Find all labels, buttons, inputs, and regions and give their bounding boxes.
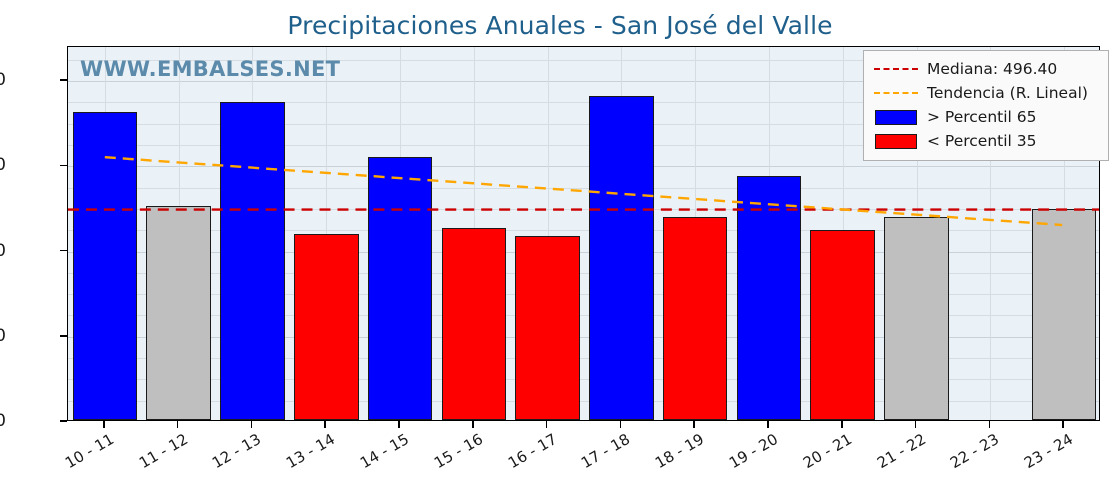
- x-tick-label-23-24: 23 - 24: [1021, 430, 1077, 473]
- legend-item[interactable]: Tendencia (R. Lineal): [873, 81, 1099, 105]
- bar-23-24[interactable]: [1031, 208, 1097, 420]
- x-tick-label-10-11: 10 - 11: [61, 430, 117, 473]
- legend-label: Mediana: 496.40: [927, 60, 1058, 78]
- x-tick-mark: [545, 421, 548, 428]
- x-tick-mark: [1062, 421, 1064, 428]
- gridline-horizontal: [68, 400, 1099, 402]
- x-tick-label-16-17: 16 - 17: [504, 430, 560, 473]
- y-tick-label: 200: [0, 325, 6, 346]
- x-tick-mark: [324, 421, 327, 428]
- bar-19-20[interactable]: [736, 176, 802, 420]
- x-tick-mark: [988, 421, 991, 428]
- x-tick-mark: [103, 421, 105, 428]
- x-tick-mark: [250, 421, 253, 428]
- x-tick-label-21-22: 21 - 22: [873, 430, 929, 473]
- gridline-horizontal: [68, 59, 1099, 61]
- gridline-horizontal: [68, 294, 1099, 296]
- gridline-horizontal: [68, 81, 1099, 83]
- y-tick-label: 800: [0, 70, 6, 91]
- bar-20-21[interactable]: [810, 229, 876, 420]
- legend-item[interactable]: < Percentil 35: [873, 129, 1099, 153]
- x-tick-mark: [693, 421, 695, 428]
- legend-label: < Percentil 35: [927, 132, 1037, 150]
- bar-10-11[interactable]: [72, 112, 138, 420]
- x-tick-label-13-14: 13 - 14: [283, 430, 339, 473]
- bar-series: [68, 47, 1099, 420]
- page-title: Precipitaciones Anuales - San José del V…: [287, 11, 833, 40]
- x-tick-label-22-23: 22 - 23: [947, 430, 1003, 473]
- legend-label: > Percentil 65: [927, 108, 1037, 126]
- gridline-horizontal: [68, 272, 1099, 274]
- x-tick-label-18-19: 18 - 19: [652, 430, 708, 473]
- gridline-horizontal: [68, 102, 1099, 104]
- gridline-horizontal: [68, 145, 1099, 146]
- legend-item[interactable]: Mediana: 496.40: [873, 57, 1099, 81]
- legend-dashed-line-icon: [874, 92, 918, 94]
- x-tick-mark: [840, 421, 843, 428]
- gridline-horizontal: [68, 379, 1099, 381]
- x-tick-label-17-18: 17 - 18: [578, 430, 634, 473]
- legend-key-swatch: [873, 133, 919, 149]
- bar-13-14[interactable]: [293, 233, 359, 420]
- gridline-vertical: [990, 47, 992, 420]
- x-tick-label-20-21: 20 - 21: [799, 430, 855, 473]
- x-tick-mark: [914, 421, 917, 428]
- y-tick-label: 600: [0, 155, 6, 176]
- x-tick-label-11-12: 11 - 12: [135, 430, 191, 473]
- bar-21-22[interactable]: [884, 216, 949, 420]
- watermark-text: WWW.EMBALSES.NET: [80, 57, 341, 81]
- gridline-horizontal: [68, 358, 1099, 360]
- y-tick-label: 400: [0, 240, 6, 261]
- gridline-horizontal: [68, 336, 1099, 338]
- gridline-horizontal: [68, 123, 1099, 125]
- bar-14-15[interactable]: [367, 157, 433, 420]
- gridline-horizontal: [68, 251, 1099, 253]
- gridline-horizontal: [68, 187, 1099, 189]
- legend-item[interactable]: > Percentil 65: [873, 105, 1099, 129]
- gridline-vertical: [326, 47, 328, 420]
- x-tick-mark: [767, 421, 769, 428]
- legend: Mediana: 496.40 Tendencia (R. Lineal) > Pe…: [863, 50, 1109, 161]
- gridline-vertical: [547, 47, 549, 420]
- legend-label: Tendencia (R. Lineal): [927, 84, 1088, 102]
- gridline-horizontal: [68, 230, 1099, 232]
- x-tick-label-19-20: 19 - 20: [725, 430, 781, 473]
- y-tick-label: 0: [0, 411, 6, 431]
- legend-swatch-icon: [875, 109, 917, 125]
- gridline-horizontal: [68, 166, 1099, 168]
- trend-line: [104, 156, 1063, 227]
- legend-key-swatch: [873, 109, 919, 125]
- y-tick-mark: [60, 79, 67, 81]
- legend-key-line: [873, 92, 919, 94]
- legend-swatch-icon: [875, 133, 917, 149]
- bar-18-19[interactable]: [662, 216, 728, 420]
- x-tick-mark: [398, 421, 400, 428]
- legend-key-line: [873, 68, 919, 70]
- y-tick-mark: [60, 420, 67, 422]
- overlay-lines: [68, 156, 1099, 227]
- x-tick-label-12-13: 12 - 13: [209, 430, 265, 473]
- x-tick-mark: [619, 421, 622, 428]
- y-tick-mark: [60, 249, 67, 252]
- bar-11-12[interactable]: [146, 206, 211, 420]
- y-tick-mark: [60, 164, 67, 167]
- x-tick-mark: [176, 421, 179, 428]
- x-tick-mark: [472, 421, 474, 428]
- bar-17-18[interactable]: [589, 96, 654, 420]
- bar-12-13[interactable]: [220, 101, 285, 420]
- legend-dashed-line-icon: [874, 68, 918, 70]
- bar-16-17[interactable]: [515, 235, 580, 420]
- bar-15-16[interactable]: [441, 228, 507, 420]
- x-tick-label-15-16: 15 - 16: [430, 430, 486, 473]
- y-tick-mark: [60, 334, 67, 337]
- x-tick-label-14-15: 14 - 15: [357, 430, 413, 473]
- gridline-horizontal: [68, 208, 1099, 210]
- gridline-horizontal: [68, 315, 1099, 317]
